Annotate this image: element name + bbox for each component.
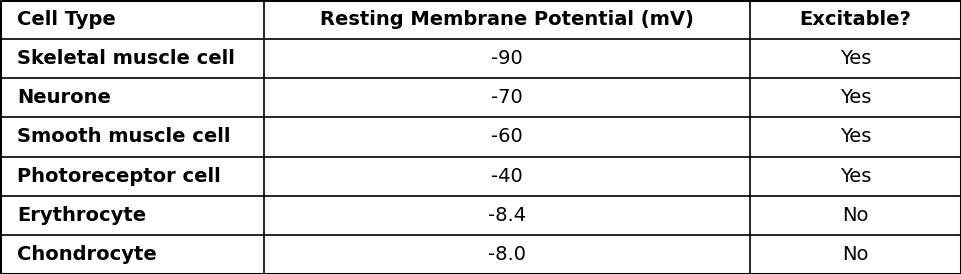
Bar: [0, 196, 264, 235]
Bar: [0, 78, 264, 118]
Bar: [0, 0, 264, 39]
Text: Yes: Yes: [840, 127, 871, 147]
Text: -40: -40: [491, 167, 523, 186]
Text: Resting Membrane Potential (mV): Resting Membrane Potential (mV): [320, 10, 694, 29]
Bar: [750, 39, 961, 78]
Bar: [750, 78, 961, 118]
Bar: [750, 118, 961, 156]
Text: Photoreceptor cell: Photoreceptor cell: [17, 167, 221, 186]
Text: Skeletal muscle cell: Skeletal muscle cell: [17, 49, 235, 68]
Bar: [264, 118, 750, 156]
Bar: [750, 156, 961, 196]
Bar: [264, 78, 750, 118]
Text: Cell Type: Cell Type: [17, 10, 116, 29]
Text: Yes: Yes: [840, 88, 871, 107]
Text: Erythrocyte: Erythrocyte: [17, 206, 146, 225]
Bar: [0, 118, 264, 156]
Bar: [750, 196, 961, 235]
Bar: [0, 235, 264, 274]
Bar: [750, 0, 961, 39]
Text: Smooth muscle cell: Smooth muscle cell: [17, 127, 231, 147]
Bar: [0, 39, 264, 78]
Text: -90: -90: [491, 49, 523, 68]
Text: Yes: Yes: [840, 167, 871, 186]
Bar: [264, 156, 750, 196]
Bar: [0, 156, 264, 196]
Text: Excitable?: Excitable?: [800, 10, 911, 29]
Text: Chondrocyte: Chondrocyte: [17, 245, 157, 264]
Text: -70: -70: [491, 88, 523, 107]
Bar: [750, 235, 961, 274]
Text: -8.4: -8.4: [488, 206, 526, 225]
Bar: [264, 39, 750, 78]
Bar: [264, 0, 750, 39]
Bar: [264, 196, 750, 235]
Text: No: No: [842, 206, 869, 225]
Bar: [264, 235, 750, 274]
Text: -60: -60: [491, 127, 523, 147]
Text: -8.0: -8.0: [488, 245, 526, 264]
Text: Neurone: Neurone: [17, 88, 111, 107]
Text: No: No: [842, 245, 869, 264]
Text: Yes: Yes: [840, 49, 871, 68]
